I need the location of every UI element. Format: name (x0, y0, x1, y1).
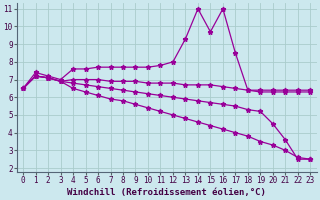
X-axis label: Windchill (Refroidissement éolien,°C): Windchill (Refroidissement éolien,°C) (67, 188, 266, 197)
